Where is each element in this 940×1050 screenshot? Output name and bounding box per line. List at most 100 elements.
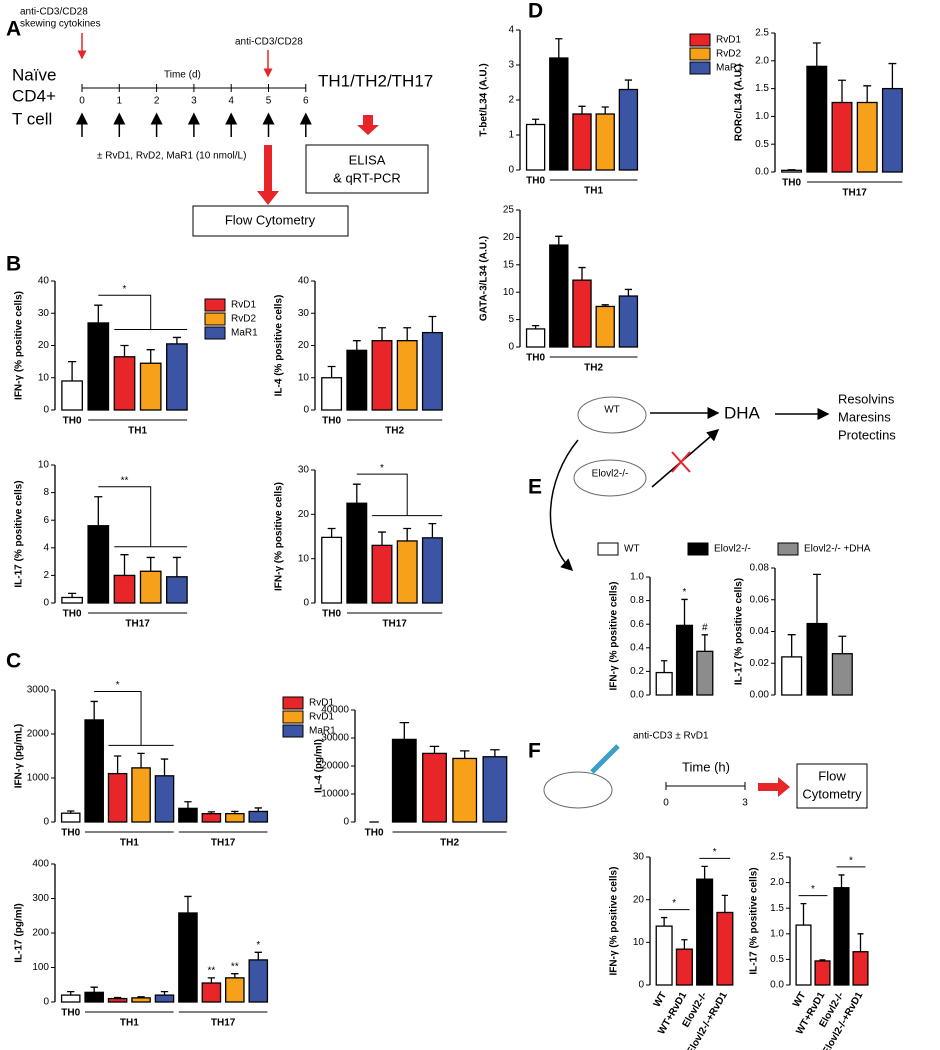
- bar: [61, 596, 83, 604]
- y-tick-label: 200: [32, 928, 49, 939]
- y-tick-label: 30: [38, 308, 50, 319]
- y-tick-label: 10: [298, 372, 310, 383]
- error-bar: [863, 85, 872, 103]
- day-label: 4: [228, 96, 234, 107]
- legend-swatch: [777, 542, 799, 556]
- y-tick-label: 1000: [27, 773, 50, 784]
- legend-swatch: [282, 724, 304, 738]
- error-bar: [857, 933, 864, 952]
- error-bar: [403, 527, 412, 541]
- group-label: TH2: [584, 363, 603, 374]
- bar: [113, 574, 136, 604]
- time-label: Time (h): [682, 759, 730, 774]
- bar: [781, 656, 803, 696]
- legend-label: RvD1: [309, 698, 334, 709]
- treatment-label: ± RvD1, RvD2, MaR1 (10 nmol/L): [97, 151, 246, 162]
- diagram-e: WT Elovl2-/- DHA Resolvins Maresins Prot…: [549, 391, 896, 572]
- y-tick-label: 40000: [321, 705, 349, 716]
- bar: [806, 65, 828, 173]
- legend-swatch: [687, 542, 709, 556]
- bar: [107, 772, 128, 823]
- y-tick-label: 30: [298, 465, 310, 476]
- error-bar: [429, 745, 440, 754]
- y-tick-label: 8: [43, 487, 49, 498]
- legend-label: RvD1: [309, 712, 334, 723]
- output-label: Protectins: [838, 427, 896, 442]
- mouse-icon: [543, 771, 613, 809]
- mouse-label: Elovl2-/-: [592, 469, 629, 480]
- error-bar: [428, 522, 437, 538]
- bar: [881, 87, 903, 173]
- group-label: TH17: [125, 619, 150, 630]
- group-label: TH1: [120, 1018, 139, 1029]
- bar: [178, 807, 198, 823]
- bar: [421, 537, 443, 604]
- panel-label: C: [6, 650, 21, 673]
- assay-label: & qRT-PCR: [333, 170, 401, 185]
- bar: [154, 775, 175, 823]
- error-bar: [184, 895, 192, 913]
- error-bar: [94, 496, 103, 526]
- y-tick-label: 10: [503, 287, 515, 298]
- group-label: TH2: [385, 426, 404, 437]
- y-axis-label: IL-17 (% positive cells): [14, 480, 25, 587]
- y-tick-label: 20: [38, 340, 50, 351]
- group-label: TH1: [120, 838, 139, 849]
- y-tick-label: 100: [32, 962, 49, 973]
- error-bar: [231, 973, 239, 978]
- output-label: Maresins: [838, 409, 891, 424]
- y-tick-label: 1: [508, 130, 514, 141]
- y-tick-label: 0.0: [755, 167, 769, 178]
- y-tick-label: 30: [633, 852, 645, 863]
- y-tick-label: 4: [508, 25, 514, 36]
- legend-label: WT: [624, 544, 640, 555]
- legend-label: RvD2: [231, 314, 256, 325]
- y-axis-label: IFN-γ (% positive cells): [14, 291, 25, 400]
- assay-label: ELISA: [349, 152, 386, 167]
- legend-swatch: [204, 312, 226, 326]
- bar: [139, 362, 162, 411]
- error-bar: [254, 807, 262, 812]
- day-label: 3: [191, 96, 197, 107]
- error-bar: [787, 634, 796, 657]
- x-tick-label: WT: [791, 990, 808, 1009]
- y-tick-label: 300: [32, 893, 49, 904]
- error-bar: [90, 986, 98, 993]
- bar: [225, 812, 245, 823]
- x-tick-label: TH0: [61, 828, 80, 839]
- y-tick-label: 0.02: [750, 658, 770, 669]
- bar: [154, 994, 175, 1003]
- legend-label: RvD1: [716, 35, 741, 46]
- bar: [831, 653, 853, 696]
- panel-label: B: [6, 253, 21, 276]
- error-bar: [67, 810, 75, 814]
- bar: [675, 948, 693, 986]
- y-tick-label: 40: [38, 276, 50, 287]
- y-tick-label: 0: [508, 165, 514, 176]
- error-bar: [403, 327, 412, 341]
- error-bar: [624, 288, 633, 297]
- y-tick-label: 2.0: [770, 877, 784, 888]
- bar: [87, 322, 110, 411]
- error-bar: [146, 349, 155, 364]
- syringe-icon: [590, 744, 620, 774]
- time-tick: 3: [742, 798, 748, 809]
- y-tick-label: 400: [32, 859, 49, 870]
- bar: [549, 57, 569, 171]
- bar: [572, 279, 592, 348]
- bar: [201, 982, 222, 1003]
- y-tick-label: 20: [298, 509, 310, 520]
- y-tick-label: 0: [303, 405, 309, 416]
- error-bar: [660, 916, 668, 927]
- y-tick-label: 20: [503, 232, 515, 243]
- error-bar: [681, 939, 688, 950]
- error-bar: [184, 801, 192, 809]
- error-bar: [813, 573, 821, 624]
- bar: [482, 756, 508, 823]
- legend-label: RvD2: [716, 49, 741, 60]
- y-tick-label: 0.08: [750, 563, 770, 574]
- error-bar: [120, 554, 129, 576]
- y-tick-label: 6: [43, 515, 49, 526]
- bar: [618, 295, 639, 348]
- group-label: TH17: [211, 838, 236, 849]
